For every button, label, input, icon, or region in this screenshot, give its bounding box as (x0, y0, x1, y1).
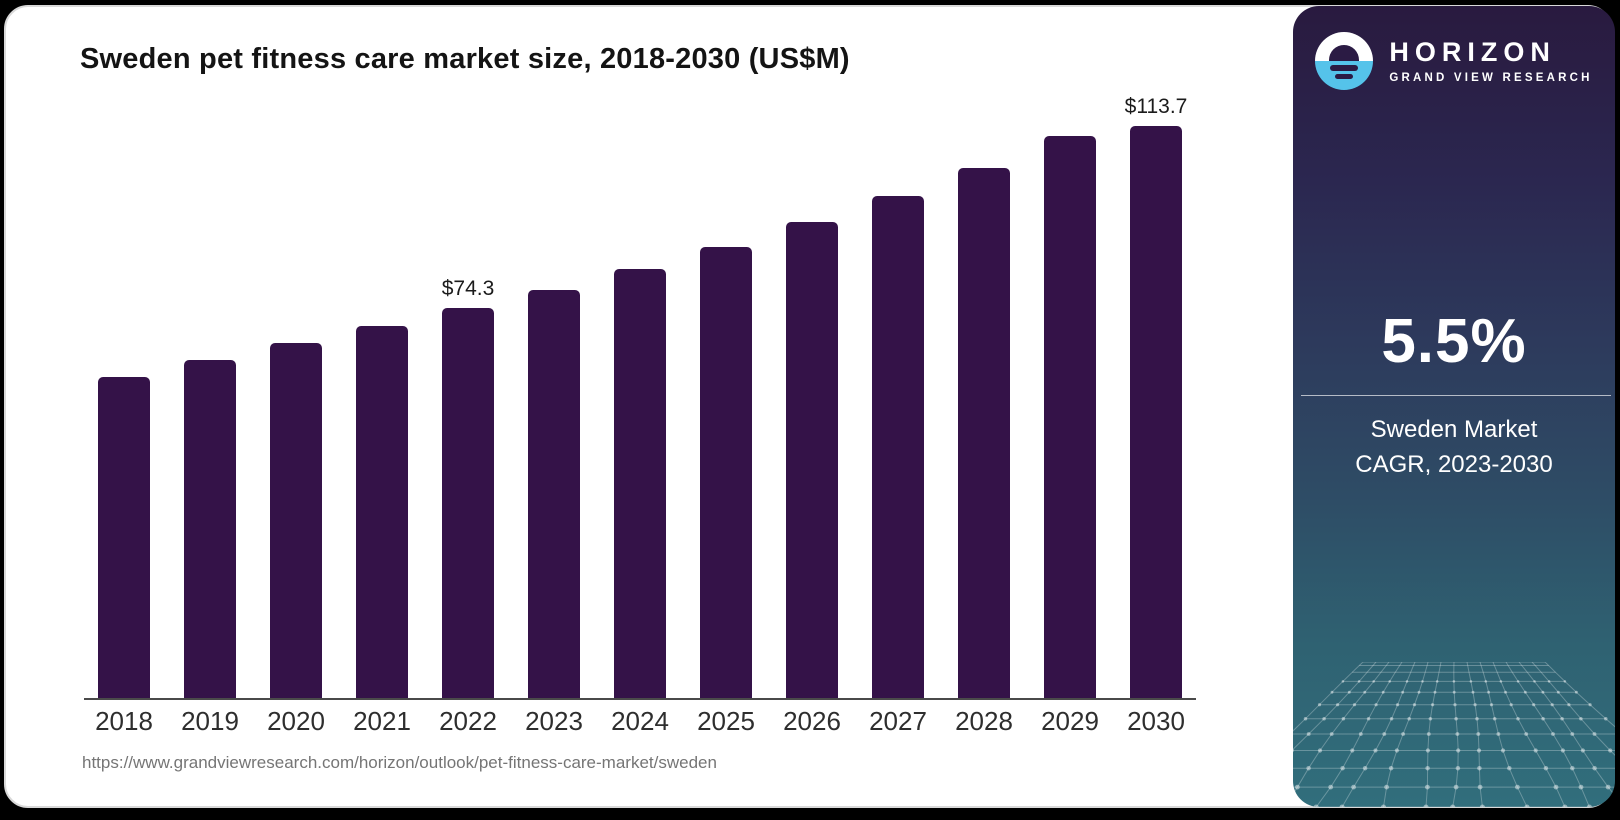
wireframe-mesh-decoration (1293, 661, 1615, 807)
bar (528, 289, 580, 698)
bar (442, 308, 494, 698)
bar-column: $74.3 (442, 95, 494, 698)
x-tick-label: 2021 (353, 706, 411, 736)
x-tick-label: 2024 (611, 706, 669, 736)
x-tick-label: 2019 (181, 706, 239, 736)
x-tick-label: 2022 (439, 706, 497, 736)
bar-column (786, 95, 838, 698)
sun-icon (1329, 45, 1360, 61)
x-tick-label: 2027 (869, 706, 927, 736)
brand-text: HORIZON GRAND VIEW RESEARCH (1389, 37, 1593, 84)
x-tick-label: 2026 (783, 706, 841, 736)
horizon-line-icon (1330, 65, 1359, 71)
stat-label-line1: Sweden Market (1370, 416, 1538, 443)
x-tick-label: 2029 (1041, 706, 1099, 736)
bar (958, 167, 1010, 698)
horizon-logo-icon (1315, 32, 1374, 90)
bar-column (958, 95, 1010, 698)
bar (1044, 135, 1096, 698)
bar (184, 360, 236, 698)
bar (872, 196, 924, 698)
cagr-value: 5.5% (1381, 307, 1527, 376)
source-url[interactable]: https://www.grandviewresearch.com/horizo… (82, 753, 717, 772)
brand-subtitle: GRAND VIEW RESEARCH (1389, 71, 1593, 84)
bar-value-label: $74.3 (441, 277, 495, 301)
bar-column (700, 95, 752, 698)
bar-column (184, 95, 236, 698)
stat-label-line2: CAGR, 2023-2030 (1355, 451, 1553, 478)
bar-column (98, 95, 150, 698)
bar (98, 377, 150, 698)
bar (270, 343, 322, 698)
x-tick-label: 2025 (697, 706, 755, 736)
brand-name: HORIZON (1389, 37, 1556, 68)
bar-column (872, 95, 924, 698)
bar-column (356, 95, 408, 698)
sidebar: HORIZON GRAND VIEW RESEARCH 5.5% Sweden … (1293, 6, 1615, 807)
bar-column: $113.7 (1125, 95, 1187, 698)
chart-title: Sweden pet fitness care market size, 201… (80, 43, 850, 75)
bar-column (1044, 95, 1096, 698)
x-tick-label: 2030 (1127, 706, 1185, 736)
bar (786, 222, 838, 698)
plot-area: $74.3 $113.7 (84, 95, 1196, 700)
x-tick-label: 2023 (525, 706, 583, 736)
bar (700, 246, 752, 698)
bar-column (270, 95, 322, 698)
x-tick-label: 2018 (95, 706, 153, 736)
x-axis-labels: 2018 2019 2020 2021 2022 2023 2024 2025 2026 2027… (84, 706, 1196, 737)
bar-value-label: $113.7 (1124, 95, 1188, 118)
bar-column (528, 95, 580, 698)
bar (356, 325, 408, 698)
horizon-line-icon (1335, 74, 1354, 79)
bars: $74.3 $113.7 (84, 95, 1196, 698)
bar (1130, 126, 1182, 698)
bar (614, 269, 666, 698)
stat-divider (1301, 395, 1611, 396)
cagr-stat: 5.5% Sweden Market CAGR, 2023-2030 (1293, 306, 1615, 482)
bar-column (614, 95, 666, 698)
x-tick-label: 2020 (267, 706, 325, 736)
x-tick-label: 2028 (955, 706, 1013, 736)
horizon-logo: HORIZON GRAND VIEW RESEARCH (1293, 32, 1615, 90)
